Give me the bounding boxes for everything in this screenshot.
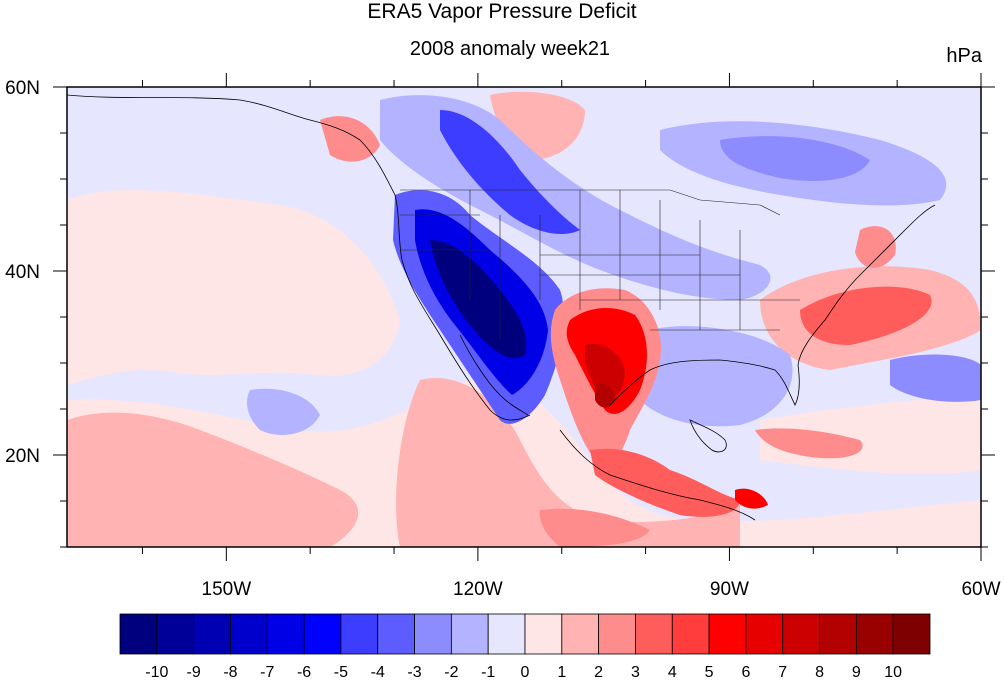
colorbar-label: 6 [741,664,750,681]
anomaly-region-canada-east-core [720,136,870,181]
anomaly-region-gulf-southeast [634,326,793,427]
colorbar-swatch [156,613,195,655]
axis-ticks [53,73,995,561]
state-boundaries [400,189,800,340]
anomaly-region-mexico-south [590,448,740,517]
y-tick-label: 60N [5,78,40,99]
anomaly-region-atlantic-blue [890,354,981,402]
colorbar-label: -4 [371,664,385,681]
colorbar-label: -6 [297,664,311,681]
colorbar-label: -2 [444,664,458,681]
anomaly-region-northeast-us [855,226,896,268]
x-tick-label: 150W [202,579,252,600]
anomaly-region-northern-band-core [440,110,580,235]
colorbar-swatch [855,613,894,655]
y-tick-label: 20N [5,446,40,467]
colorbar-swatch [487,613,526,655]
colorbar-swatch [230,613,268,655]
anomaly-region-eastern-pacific [539,508,650,547]
colorbar-label: 3 [631,664,640,681]
colorbar-swatch [819,613,857,655]
colorbar-swatch [782,613,820,655]
colorbar-swatch [635,613,673,655]
colorbar-swatch [892,613,931,655]
colorbar-swatch [303,613,342,655]
colorbar-label: -9 [187,664,201,681]
anomaly-region-central-america [735,488,768,509]
colorbar-label: -8 [223,664,237,681]
colorbar-swatch [377,613,415,655]
map-subtitle: 2008 anomaly week21 [409,38,611,60]
colorbar-label: 8 [815,664,824,681]
colorbar-label: -10 [145,664,168,681]
colorbar-label: 5 [705,664,714,681]
colorbar-swatch [671,613,710,655]
anomaly-region-pacific-west [67,190,400,385]
x-tick-label: 120W [453,579,503,600]
colorbar: -10 -9 -8 -7 -6 -5 -4 -3 -2 -1 0 1 2 3 4 5 6 7 8 9 10 [119,613,931,681]
colorbar-label: 1 [557,664,566,681]
colorbar-label: 0 [521,664,530,681]
anomaly-region-east-pacific [396,378,740,547]
anomaly-region-west-us-deep [430,240,527,359]
colorbar-label: -7 [260,664,274,681]
anomaly-region-mid-pacific [247,388,320,435]
anomaly-region-south-pacific [67,412,359,547]
colorbar-label: -3 [407,664,421,681]
colorbar-label: 7 [778,664,787,681]
anomaly-field [67,91,981,547]
colorbar-swatch [414,613,452,655]
colorbar-swatch [561,613,600,655]
colorbar-label: 9 [852,664,861,681]
units-label: hPa [946,45,982,67]
colorbar-swatch [450,613,489,655]
colorbar-label: 4 [668,664,677,681]
coastlines [67,94,936,521]
y-tick-label: 40N [5,262,40,283]
anomaly-region-atlantic-core [800,286,932,345]
colorbar-swatch [708,613,747,655]
colorbar-swatch [524,613,563,655]
colorbar-swatch [340,613,379,655]
colorbar-swatch [598,613,636,655]
x-tick-label: 60W [961,579,1000,600]
colorbar-swatch [119,613,158,655]
x-tick-label: 90W [710,579,749,600]
colorbar-label: 2 [594,664,603,681]
axis-labels: 150W 120W 90W 60W 60N 40N 20N [5,78,1000,600]
colorbar-swatch [193,613,231,655]
anomaly-region-south-central-max [595,383,615,408]
anomaly-region-caribbean [755,428,863,459]
colorbar-swatch [745,613,784,655]
colorbar-label: 10 [884,664,902,681]
map-title: ERA5 Vapor Pressure Deficit [367,0,637,23]
colorbar-label: -1 [481,664,495,681]
colorbar-label: -5 [334,664,348,681]
anomaly-region-south-central-deep [585,343,625,399]
colorbar-swatch [266,613,305,655]
